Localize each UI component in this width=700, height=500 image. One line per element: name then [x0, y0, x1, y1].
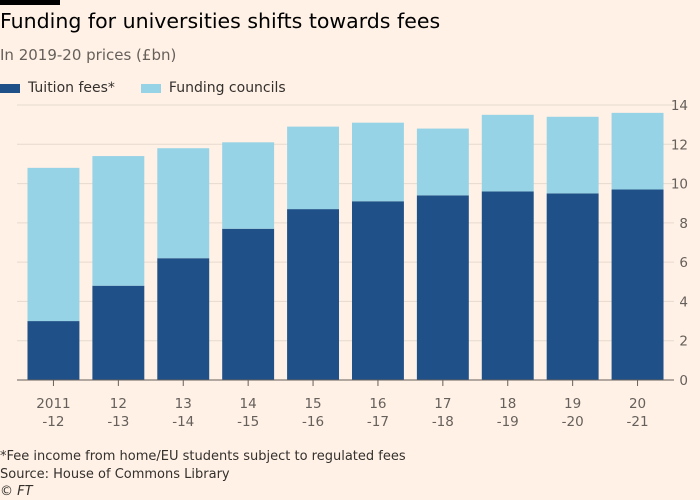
chart-subtitle: In 2019-20 prices (£bn)	[0, 46, 177, 64]
bar-funding-councils	[157, 148, 210, 259]
ft-copyright: © FT	[0, 484, 33, 499]
y-tick-label: 14	[671, 98, 688, 114]
bar-funding-councils	[92, 156, 145, 286]
chart-title: Funding for universities shifts towards …	[0, 9, 441, 33]
x-tick-label: -20	[562, 414, 584, 430]
bar-tuition-fees	[157, 258, 210, 380]
legend-item-funding-councils: Funding councils	[140, 80, 286, 96]
x-tick-label: 12	[110, 396, 127, 412]
bar-tuition-fees	[546, 193, 599, 380]
bar-funding-councils	[546, 116, 599, 194]
x-tick-label: 20	[629, 396, 646, 412]
bar-funding-councils	[351, 122, 404, 202]
y-tick-label: 10	[671, 177, 688, 193]
y-tick-label: 2	[679, 334, 688, 350]
x-tick-label: 16	[369, 396, 386, 412]
legend: Tuition fees* Funding councils	[0, 80, 312, 96]
bar-tuition-fees	[92, 285, 145, 380]
bar-tuition-fees	[27, 321, 80, 380]
legend-item-tuition-fees: Tuition fees*	[0, 80, 115, 96]
x-tick-label: 19	[564, 396, 581, 412]
bar-tuition-fees	[351, 201, 404, 380]
bar-tuition-fees	[222, 228, 275, 380]
x-tick-label: -12	[42, 414, 64, 430]
x-tick-label: -14	[172, 414, 194, 430]
y-tick-label: 0	[679, 373, 688, 389]
y-tick-label: 8	[679, 216, 688, 232]
x-tick-label: -19	[497, 414, 519, 430]
source-note: Source: House of Commons Library	[0, 467, 230, 482]
bar-funding-councils	[611, 112, 664, 190]
bar-funding-councils	[27, 167, 80, 322]
bar-funding-councils	[416, 128, 469, 196]
x-tick-label: -17	[367, 414, 389, 430]
legend-swatch-funding-councils	[140, 83, 161, 93]
legend-swatch-tuition-fees	[0, 83, 20, 93]
x-tick-label: 14	[240, 396, 257, 412]
x-tick-label: 13	[175, 396, 192, 412]
x-tick-label: -13	[107, 414, 129, 430]
x-tick-label: 15	[304, 396, 321, 412]
bar-tuition-fees	[611, 189, 664, 380]
bar-funding-councils	[481, 114, 534, 192]
bar-tuition-fees	[287, 209, 340, 380]
bar-funding-councils	[287, 126, 340, 210]
bar-tuition-fees	[481, 191, 534, 380]
x-tick-label: -21	[627, 414, 649, 430]
footnote: *Fee income from home/EU students subjec…	[0, 449, 406, 464]
x-tick-label: -16	[302, 414, 324, 430]
y-tick-label: 6	[679, 255, 688, 271]
x-tick-label: 18	[499, 396, 516, 412]
brand-bar	[0, 0, 60, 5]
x-tick-label: -15	[237, 414, 259, 430]
legend-label-tuition-fees: Tuition fees*	[28, 80, 115, 96]
y-tick-label: 12	[671, 137, 688, 153]
bar-chart: 0 2 4 6 8 10 12 14 2011 -12 12 -13 13 -14 14 -15 15 -16 16…	[17, 98, 688, 430]
x-tick-label: 2011	[36, 396, 70, 412]
legend-label-funding-councils: Funding councils	[168, 80, 286, 96]
y-tick-label: 4	[679, 294, 688, 310]
bar-tuition-fees	[416, 195, 469, 380]
x-tick-label: -18	[432, 414, 454, 430]
bar-funding-councils	[222, 142, 275, 229]
x-tick-label: 17	[434, 396, 451, 412]
